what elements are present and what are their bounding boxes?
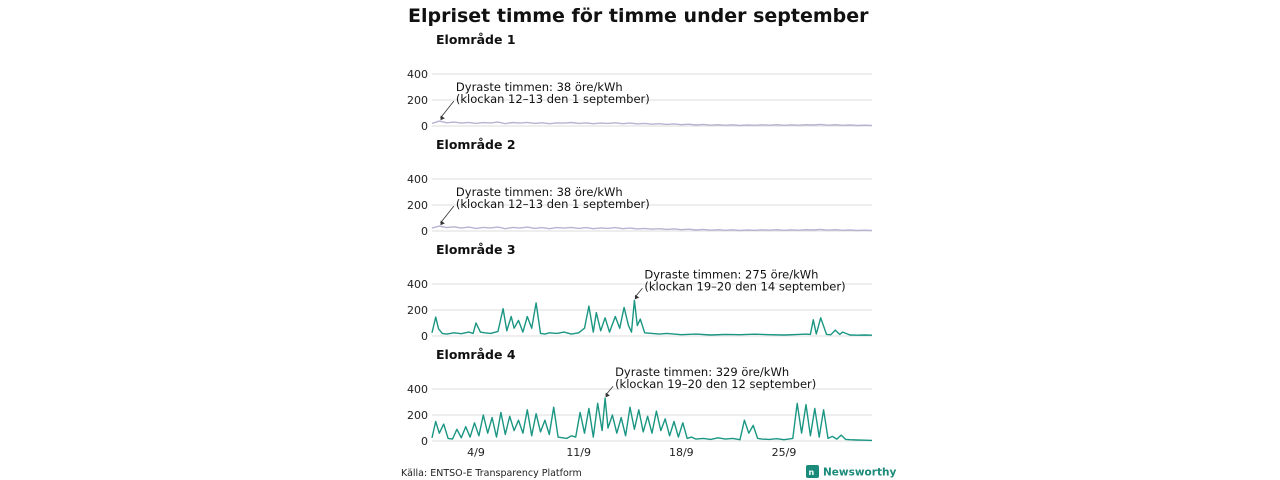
y-tick-label: 400 bbox=[407, 278, 428, 291]
y-tick-label: 0 bbox=[421, 120, 428, 133]
peak-annotation: (klockan 19–20 den 14 september) bbox=[644, 279, 845, 293]
peak-annotation: (klockan 12–13 den 1 september) bbox=[456, 197, 650, 211]
x-tick-label: 18/9 bbox=[669, 446, 694, 459]
brand-logo: n Newsworthy bbox=[806, 465, 896, 479]
annotation-pointer bbox=[440, 205, 455, 224]
source-note: Källa: ENTSO-E Transparency Platform bbox=[401, 468, 582, 479]
panel-4: Elområde 4 0 200 400 Dyraste timmen: 329 öre… bbox=[407, 347, 873, 448]
y-tick-label: 400 bbox=[407, 383, 428, 396]
peak-annotation: Dyraste timmen: 329 öre/kWh bbox=[615, 365, 789, 379]
panel-2: Elområde 2 0 200 400 Dyraste timmen: 38 öre/… bbox=[407, 137, 873, 238]
peak-annotation: (klockan 12–13 den 1 september) bbox=[456, 92, 650, 106]
annotation-pointer bbox=[440, 100, 455, 119]
panel-1: Elområde 1 0 200 400 Dyraste timmen: 38 öre/… bbox=[407, 32, 873, 133]
peak-annotation: Dyraste timmen: 38 öre/kWh bbox=[456, 80, 623, 94]
x-tick-label: 25/9 bbox=[772, 446, 797, 459]
y-tick-label: 0 bbox=[421, 330, 428, 343]
peak-annotation: Dyraste timmen: 275 öre/kWh bbox=[644, 267, 818, 281]
x-axis: 4/9 11/9 18/9 25/9 bbox=[467, 446, 796, 459]
y-tick-label: 200 bbox=[407, 409, 428, 422]
annotation-arrowhead bbox=[440, 115, 445, 121]
panel-title: Elområde 4 bbox=[436, 347, 516, 362]
panel-3: Elområde 3 0 200 400 Dyraste timmen: 275 öre… bbox=[407, 242, 873, 343]
panels: Elområde 1 0 200 400 Dyraste timmen: 38 öre/… bbox=[407, 32, 873, 448]
price-line bbox=[431, 120, 873, 127]
panel-title: Elområde 2 bbox=[436, 137, 516, 152]
brand-name: Newsworthy bbox=[823, 467, 896, 479]
y-tick-label: 200 bbox=[407, 304, 428, 317]
annotation-arrowhead bbox=[605, 392, 610, 398]
newsworthy-icon bbox=[806, 465, 819, 478]
price-line bbox=[431, 225, 873, 232]
peak-annotation: Dyraste timmen: 38 öre/kWh bbox=[456, 185, 623, 199]
annotation-arrowhead bbox=[440, 220, 445, 226]
y-tick-label: 400 bbox=[407, 68, 428, 81]
chart-title: Elpriset timme för timme under september bbox=[408, 5, 869, 27]
annotation-arrowhead bbox=[634, 294, 640, 300]
y-tick-label: 0 bbox=[421, 225, 428, 238]
panel-title: Elområde 1 bbox=[436, 32, 516, 47]
x-tick-label: 11/9 bbox=[566, 446, 591, 459]
y-tick-label: 200 bbox=[407, 94, 428, 107]
x-tick-label: 4/9 bbox=[467, 446, 485, 459]
peak-annotation: (klockan 19–20 den 12 september) bbox=[615, 377, 816, 391]
y-tick-label: 200 bbox=[407, 199, 428, 212]
price-line bbox=[431, 299, 873, 336]
y-tick-label: 0 bbox=[421, 435, 428, 448]
y-tick-label: 400 bbox=[407, 173, 428, 186]
newsworthy-icon-glyph: n bbox=[809, 468, 815, 477]
price-line bbox=[431, 397, 873, 442]
panel-title: Elområde 3 bbox=[436, 242, 516, 257]
